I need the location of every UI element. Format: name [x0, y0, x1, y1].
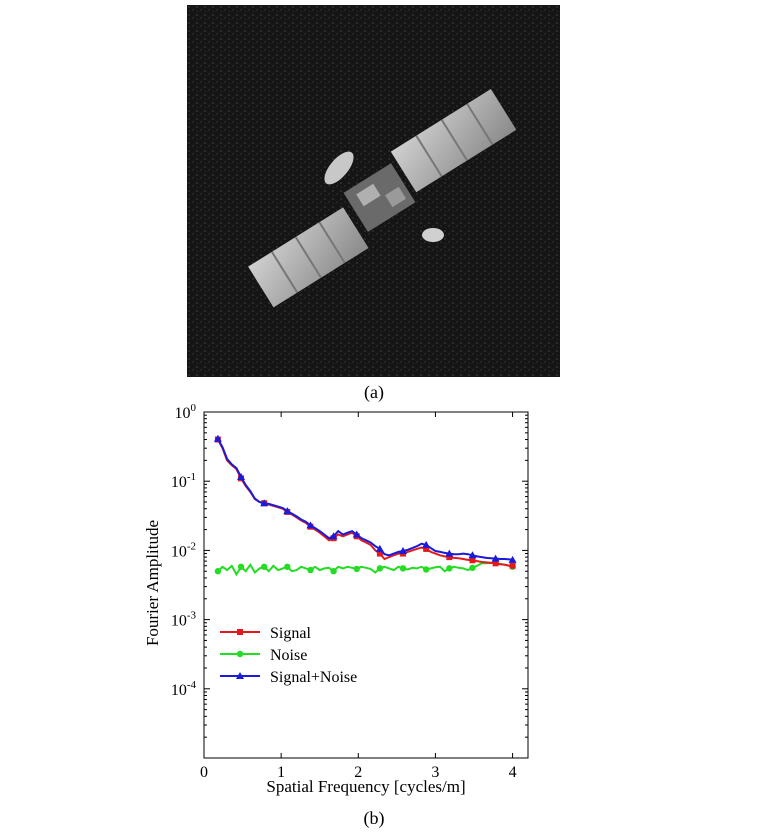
- satellite-body: [248, 89, 517, 308]
- data-point-signal: [509, 562, 516, 569]
- data-point-signal-noise: [399, 547, 408, 555]
- data-point-signal-noise: [213, 434, 222, 442]
- antenna-feed: [422, 228, 444, 242]
- y-tick-label: 10-2: [171, 540, 196, 560]
- legend-marker-noise: [236, 650, 244, 658]
- antenna-dish: [324, 151, 354, 185]
- data-point-signal-noise: [508, 555, 517, 563]
- y-tick-label: 10-1: [171, 471, 196, 491]
- data-point-signal-noise: [445, 549, 454, 557]
- data-point-signal-noise: [422, 540, 431, 548]
- series-signal-noise: [213, 434, 517, 563]
- legend-marker-signal: [237, 629, 243, 635]
- data-point-signal-noise: [468, 551, 477, 559]
- x-axis: 0 1 2 3 4: [200, 412, 517, 781]
- x-tick-label: 4: [509, 764, 517, 781]
- legend-item-noise: Noise: [220, 647, 307, 664]
- data-point-signal-noise: [329, 532, 338, 540]
- x-axis-label: Spatial Frequency [cycles/m]: [266, 777, 465, 796]
- caption-a: (a): [364, 382, 384, 402]
- data-point-noise: [330, 568, 337, 575]
- data-point-noise: [214, 568, 222, 575]
- data-point-signal-noise: [375, 544, 384, 552]
- y-tick-label: 10-4: [171, 679, 197, 699]
- satellite-image: [187, 5, 560, 377]
- series-line-noise: [217, 561, 513, 577]
- caption-b: (b): [363, 808, 385, 828]
- x-tick-label: 0: [200, 764, 208, 781]
- data-point-noise: [260, 563, 268, 570]
- legend-item-signal-noise: Signal+Noise: [220, 669, 357, 686]
- data-point-noise: [469, 564, 476, 572]
- legend-label-noise: Noise: [270, 647, 307, 664]
- data-point-signal: [376, 550, 383, 557]
- data-point-noise: [446, 565, 453, 572]
- data-point-signal: [469, 557, 476, 564]
- data-point-signal-noise: [491, 554, 500, 562]
- x-tick-label: 2: [354, 764, 362, 781]
- data-point-signal-noise: [237, 472, 246, 480]
- data-point-noise: [237, 563, 245, 570]
- data-point-noise: [376, 565, 384, 572]
- legend-label-signal: Signal: [270, 625, 311, 642]
- y-axis-label: Fourier Amplitude: [143, 520, 162, 646]
- data-point-noise: [284, 563, 291, 570]
- legend-label-signal-noise: Signal+Noise: [270, 669, 357, 686]
- legend-item-signal: Signal: [220, 625, 311, 642]
- data-point-signal-noise: [260, 499, 269, 507]
- series-noise: [214, 559, 516, 577]
- plot-border: [203, 411, 529, 759]
- plot-frame: [203, 411, 529, 759]
- data-point-signal-noise: [283, 507, 292, 515]
- data-point-signal: [492, 560, 499, 567]
- data-point-signal: [423, 545, 430, 552]
- data-point-noise: [353, 565, 360, 573]
- satellite-bus: [343, 163, 416, 232]
- data-point-noise: [422, 566, 430, 573]
- data-point-noise: [399, 565, 407, 572]
- satellite-image-drawing: [187, 5, 560, 377]
- y-tick-label: 100: [175, 402, 197, 422]
- y-tick-label: 10-3: [171, 610, 197, 630]
- series-layer: [213, 434, 517, 577]
- x-tick-label: 3: [431, 764, 439, 781]
- data-point-signal-noise: [352, 530, 361, 538]
- series-line-signal-noise: [217, 438, 513, 561]
- data-point-signal: [446, 554, 453, 561]
- y-axis: 100 10-1 10-2 10-3 10-4: [171, 402, 528, 738]
- x-tick-label: 1: [277, 764, 285, 781]
- legend: Signal Noise Signal+Noise: [220, 625, 357, 686]
- data-point-signal-noise: [306, 521, 315, 529]
- legend-marker-signal-noise: [236, 672, 244, 679]
- data-point-noise: [307, 566, 314, 574]
